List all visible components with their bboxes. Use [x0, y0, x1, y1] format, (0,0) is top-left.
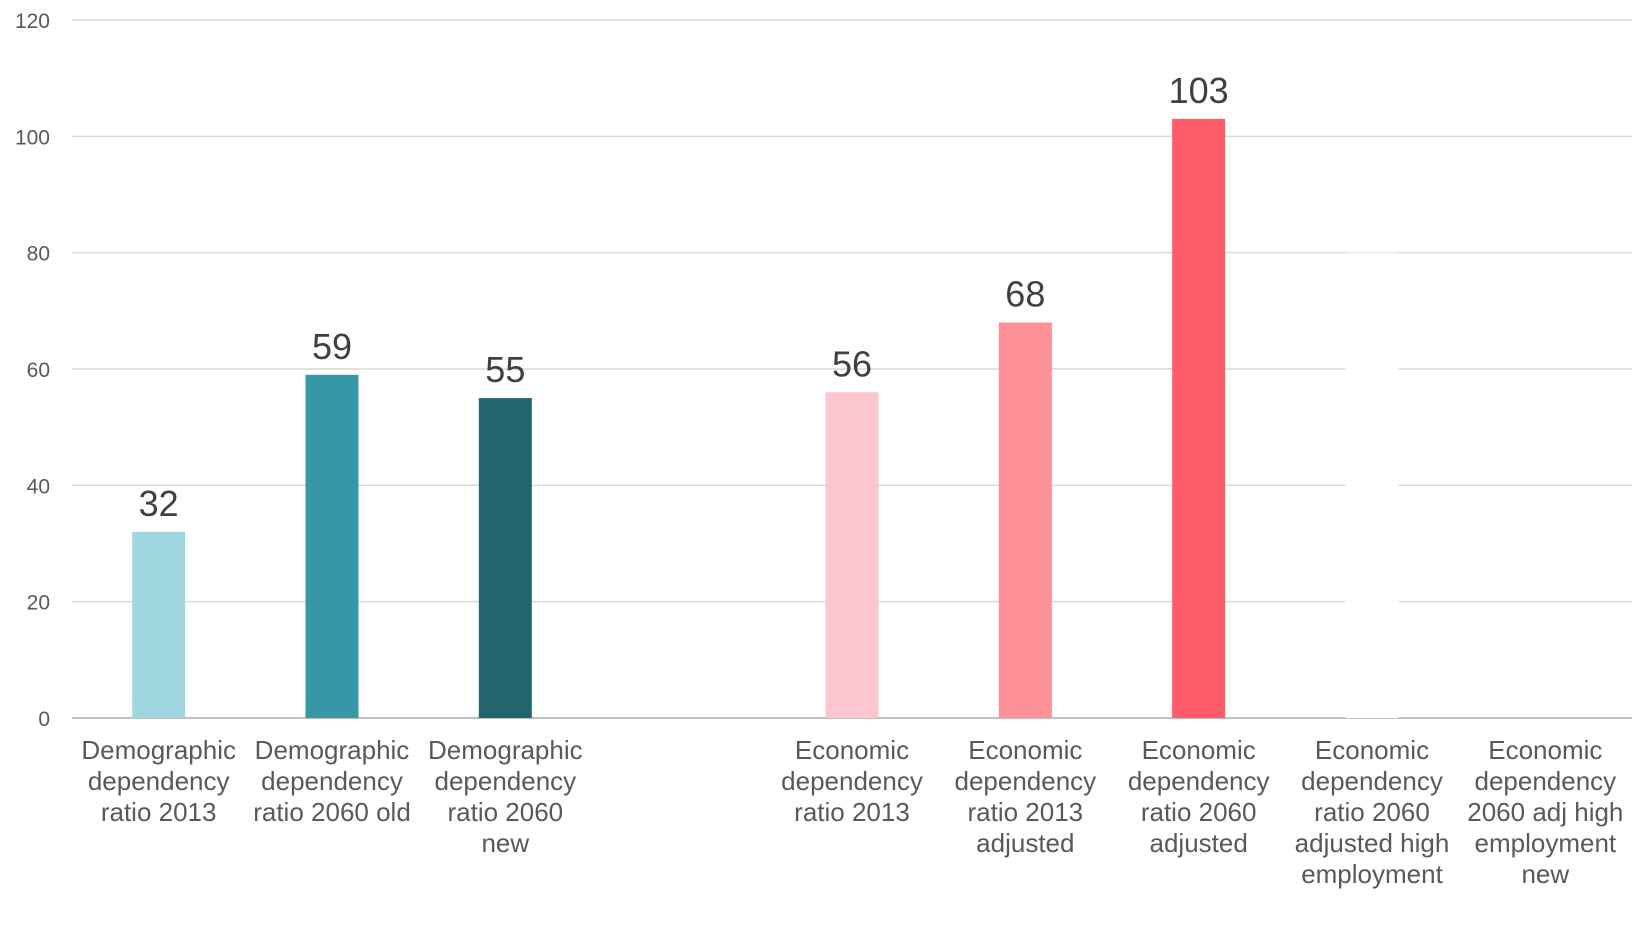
- x-category-line: adjusted: [976, 828, 1074, 858]
- x-category-line: Economic: [795, 735, 909, 765]
- x-category-line: ratio 2013: [968, 797, 1084, 827]
- x-category-label: Economic dependency ratio 2060 adjusted hig…: [1295, 735, 1450, 889]
- y-tick-label: 120: [15, 10, 50, 33]
- x-category-line: dependency: [1301, 766, 1443, 796]
- bar: [998, 322, 1052, 718]
- x-category-label: Demographic dependency ratio 2060 new: [428, 735, 583, 858]
- x-category-line: Economic: [968, 735, 1082, 765]
- x-category-line: dependency: [781, 766, 923, 796]
- x-category-line: Demographic: [428, 735, 583, 765]
- x-category-label: Economic dependency 2060 adj high employmen…: [1467, 735, 1623, 889]
- x-category-label: Economic dependency ratio 2013 adjusted: [954, 735, 1096, 858]
- x-category-line: dependency: [954, 766, 1096, 796]
- y-tick-label: 100: [15, 126, 50, 149]
- y-tick-label: 80: [27, 243, 50, 266]
- data-labels: 32 59 55 56 68 103: [139, 70, 1229, 524]
- x-category-line: Economic: [1488, 735, 1602, 765]
- bars: [132, 118, 1399, 719]
- x-category-line: ratio 2060: [1141, 797, 1257, 827]
- bar: [1172, 118, 1226, 719]
- x-category-line: ratio 2060: [448, 797, 564, 827]
- x-category-line: dependency: [1128, 766, 1270, 796]
- data-label: 56: [832, 343, 872, 384]
- x-category-line: ratio 2060 old: [253, 797, 411, 827]
- y-tick-label: 60: [27, 359, 50, 382]
- x-axis-categories: Demographic dependency ratio 2013Demograph…: [81, 735, 1623, 889]
- bar: [132, 531, 186, 718]
- bar: [825, 392, 879, 718]
- x-category-line: employment: [1475, 828, 1617, 858]
- x-category-label: Demographic dependency ratio 2013: [81, 735, 236, 827]
- data-label: 59: [312, 326, 352, 367]
- data-label: 68: [1005, 273, 1045, 314]
- x-category-label: Economic dependency ratio 2060 adjusted: [1128, 735, 1270, 858]
- x-category-line: 2060 adj high: [1467, 797, 1623, 827]
- x-category-line: adjusted: [1150, 828, 1248, 858]
- x-category-line: Economic: [1142, 735, 1256, 765]
- y-tick-label: 0: [38, 708, 50, 731]
- x-category-line: employment: [1301, 859, 1443, 889]
- x-category-label: Economic dependency ratio 2013: [781, 735, 923, 827]
- bar: [305, 374, 359, 718]
- x-category-line: dependency: [88, 766, 230, 796]
- x-category-line: Demographic: [81, 735, 236, 765]
- x-category-line: Demographic: [255, 735, 410, 765]
- x-category-line: adjusted high: [1295, 828, 1450, 858]
- x-category-line: new: [1521, 859, 1569, 889]
- x-category-line: dependency: [261, 766, 403, 796]
- x-category-line: ratio 2013: [101, 797, 217, 827]
- data-label: 55: [485, 349, 525, 390]
- y-tick-label: 20: [27, 592, 50, 615]
- data-label: 103: [1169, 70, 1229, 111]
- x-category-line: ratio 2013: [794, 797, 910, 827]
- y-axis-ticks: 0 20 40 60 80 100 120: [15, 10, 50, 731]
- bar: [1345, 252, 1399, 718]
- x-category-label: Demographic dependency ratio 2060 old: [253, 735, 411, 827]
- x-category-line: dependency: [434, 766, 576, 796]
- x-category-line: Economic: [1315, 735, 1429, 765]
- x-category-line: new: [481, 828, 529, 858]
- data-label: 32: [139, 483, 179, 524]
- bar: [478, 398, 532, 718]
- y-tick-label: 40: [27, 475, 50, 498]
- x-category-line: dependency: [1474, 766, 1616, 796]
- x-category-line: ratio 2060: [1314, 797, 1430, 827]
